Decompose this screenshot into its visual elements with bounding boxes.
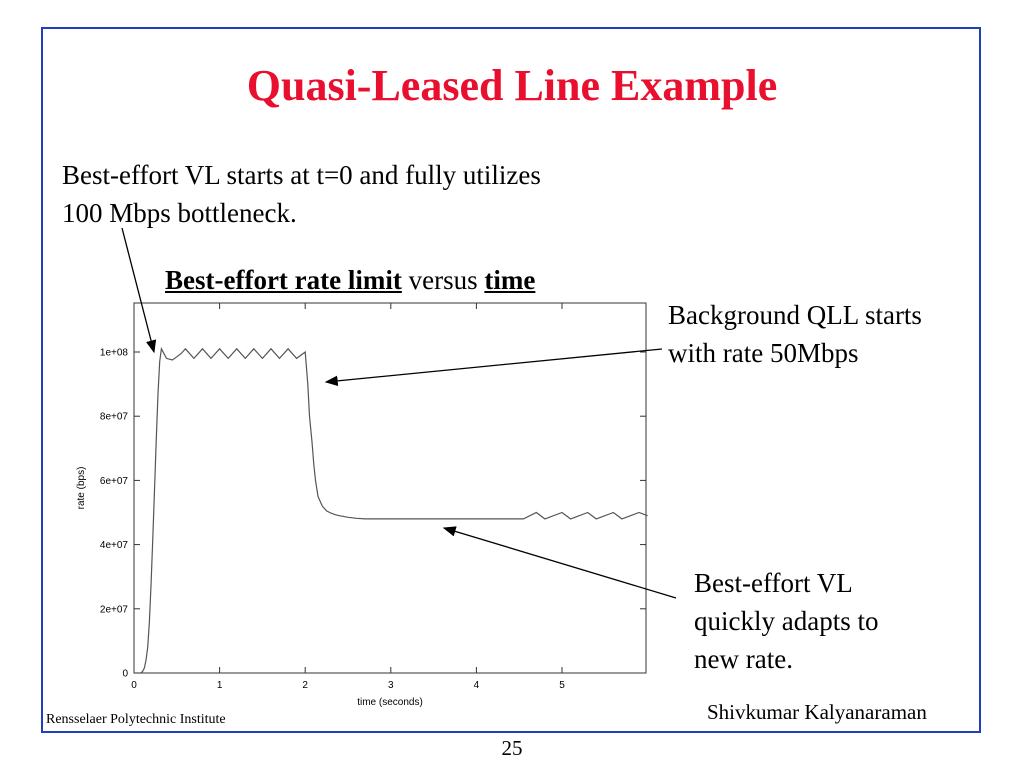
footer-institution: Rensselaer Polytechnic Institute [46,712,226,727]
y-tick-label: 6e+07 [100,476,129,487]
chart-heading-rate: Best-effort rate limit [165,265,402,295]
x-axis: 0 1 2 3 4 5 [131,303,565,691]
series-line-best-effort-rate [134,346,648,674]
footer-author: Shivkumar Kalyanaraman [707,700,927,724]
page-number: 25 [501,736,523,760]
slide-frame [41,27,981,733]
annotation-qll: Background QLL starts with rate 50Mbps [668,296,922,372]
annotation-qll-line-1: Background QLL starts [668,300,922,330]
annotation-adapt: Best-effort VL quickly adapts to new rat… [694,564,878,678]
chart-heading-time: time [484,265,536,295]
plot-frame [133,302,647,674]
arrow-qll [324,348,663,387]
y-tick-label: 8e+07 [100,412,129,423]
y-tick-label: 0 [122,669,128,680]
x-axis-label: time (seconds) [357,697,423,708]
x-tick-label: 2 [302,680,308,691]
y-axis: 0 2e+07 4e+07 6e+07 8e+07 1e+08 [100,348,646,680]
intro-text: Best-effort VL starts at t=0 and fully u… [62,156,541,232]
x-tick-label: 5 [559,680,565,691]
x-tick-label: 0 [131,680,137,691]
chart-heading-versus: versus [401,265,485,295]
x-tick-label: 3 [388,680,394,691]
arrow-intro [121,227,157,354]
x-tick-label: 1 [217,680,223,691]
y-tick-label: 2e+07 [100,604,129,615]
intro-line-1: Best-effort VL starts at t=0 and fully u… [62,160,541,190]
x-tick-label: 4 [474,680,480,691]
annotation-qll-line-2: with rate 50Mbps [668,338,859,368]
arrow-adapt [442,526,677,599]
intro-line-2: 100 Mbps bottleneck. [62,198,297,228]
slide-title: Quasi-Leased Line Example [246,61,778,110]
y-tick-label: 1e+08 [100,348,129,359]
chart-heading: Best-effort rate limit versus time [165,265,535,296]
y-tick-label: 4e+07 [100,540,129,551]
y-axis-label: rate (bps) [76,467,87,510]
annotation-adapt-line-1: Best-effort VL [694,568,853,598]
annotation-adapt-line-3: new rate. [694,644,793,674]
annotation-adapt-line-2: quickly adapts to [694,606,879,636]
